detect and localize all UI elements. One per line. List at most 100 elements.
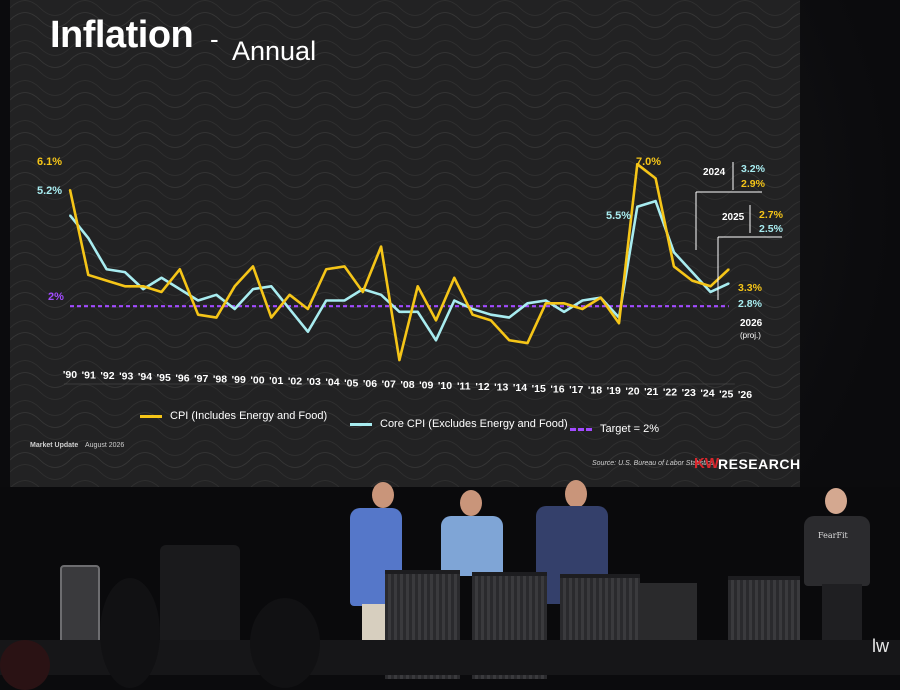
data-point-core-4 xyxy=(142,288,145,291)
screen-texture xyxy=(10,0,800,487)
data-point-cpi-22 xyxy=(471,313,474,316)
footer-market-update: Market Update xyxy=(30,442,79,449)
data-point-core-1 xyxy=(87,237,90,239)
data-point-core-3 xyxy=(124,271,126,273)
podium-4 xyxy=(728,576,800,650)
x-tick-label: '96 xyxy=(175,372,189,384)
x-tick-label: '12 xyxy=(475,381,489,393)
data-point-core-0 xyxy=(69,214,71,217)
x-tick-label: '06 xyxy=(363,378,377,390)
data-point-cpi-23 xyxy=(490,319,492,322)
label-2024-core: 2.9% xyxy=(741,178,766,190)
inflation-chart: '90 '91 '92 '93 '94 '95 '96 '97 '98 '99 '00 '01 '02 '… xyxy=(10,0,800,487)
x-tick-label: '99 xyxy=(232,374,246,386)
label-2024-year: 2024 xyxy=(703,167,726,178)
legend-core: Core CPI (Excludes Energy and Food) xyxy=(350,418,568,430)
data-point-cpi-26 xyxy=(544,302,547,305)
data-point-cpi-14 xyxy=(325,268,328,271)
data-point-core-24 xyxy=(508,316,511,319)
brand-research: RESEARCH xyxy=(718,456,801,472)
presenter-right-head xyxy=(565,480,587,508)
data-point-cpi-5 xyxy=(160,291,163,293)
data-point-core-5 xyxy=(160,276,163,279)
data-point-cpi-15 xyxy=(343,265,346,268)
title-dash: - xyxy=(210,24,219,54)
x-tick-label: '11 xyxy=(457,381,471,393)
x-tick-label: '03 xyxy=(307,376,321,388)
label-core-start: 5.2% xyxy=(37,185,62,197)
x-tick-label: '02 xyxy=(288,376,302,388)
data-point-core-34 xyxy=(691,271,694,273)
x-tick-label: '17 xyxy=(569,384,583,396)
data-point-core-12 xyxy=(288,308,291,310)
label-2025-year: 2025 xyxy=(722,212,745,223)
x-tick-label: '08 xyxy=(400,379,414,391)
x-tick-label: '24 xyxy=(700,388,714,400)
footer-date: August 2026 xyxy=(85,442,125,449)
legend-cpi: CPI (Includes Energy and Food) xyxy=(140,410,327,422)
x-tick-label: '15 xyxy=(532,383,546,395)
legend-cpi-label: CPI (Includes Energy and Food) xyxy=(170,410,328,422)
data-point-cpi-25 xyxy=(526,342,529,344)
x-tick-label: '91 xyxy=(82,370,96,382)
x-tick-label: '93 xyxy=(119,371,133,383)
data-point-cpi-8 xyxy=(215,316,218,319)
x-tick-label: '94 xyxy=(138,371,152,383)
data-point-cpi-11 xyxy=(270,316,273,319)
data-point-core-7 xyxy=(197,299,200,302)
data-point-cpi-2 xyxy=(105,279,108,282)
data-point-core-8 xyxy=(215,293,218,296)
data-point-core-11 xyxy=(270,285,273,288)
data-point-cpi-16 xyxy=(361,291,364,293)
x-tick-label: '21 xyxy=(644,386,658,398)
data-point-cpi-1 xyxy=(87,274,90,276)
label-2026-cpi: 3.3% xyxy=(738,282,763,294)
presenter-center-sweater xyxy=(441,516,503,576)
brand-kw: KW xyxy=(694,455,719,472)
x-tick-label: '05 xyxy=(344,377,358,389)
data-point-cpi-29 xyxy=(599,296,602,299)
data-point-cpi-24 xyxy=(508,339,511,342)
label-2024-cpi: 3.2% xyxy=(741,163,766,175)
tick-labels: '90 '91 '92 '93 '94 '95 '96 '97 '98 '99 '00 '01 '02 '… xyxy=(63,369,752,401)
x-tick-label: '90 xyxy=(63,369,77,381)
data-point-core-36 xyxy=(727,282,730,285)
data-point-cpi-20 xyxy=(435,319,437,322)
presenter-far-right-head xyxy=(825,488,847,514)
data-point-core-10 xyxy=(252,288,254,291)
data-point-cpi-32 xyxy=(654,177,657,180)
audience-head-1 xyxy=(100,578,160,688)
legend-core-swatch xyxy=(350,422,372,426)
data-point-core-28 xyxy=(581,299,584,302)
data-point-core-35 xyxy=(709,291,712,293)
presenter-left-head xyxy=(372,482,394,508)
presenter-far-right-legs xyxy=(822,584,862,644)
x-tick-label: '10 xyxy=(438,380,452,392)
label-2026-core: 2.8% xyxy=(738,298,763,310)
legend-cpi-swatch xyxy=(140,414,162,418)
label-2026-year: 2026 xyxy=(740,318,763,329)
data-point-core-6 xyxy=(178,288,181,291)
x-tick-label: '23 xyxy=(682,387,696,399)
data-point-core-33 xyxy=(673,251,675,254)
label-target: 2% xyxy=(48,291,64,303)
data-point-cpi-3 xyxy=(124,285,126,288)
data-point-cpi-27 xyxy=(563,302,565,305)
data-point-core-2 xyxy=(105,268,108,271)
presenter-center-head xyxy=(460,490,482,516)
data-point-cpi-7 xyxy=(197,313,200,316)
slide-subtitle: Annual xyxy=(232,36,317,66)
data-point-core-19 xyxy=(416,310,419,313)
label-2025-cpi: 2.7% xyxy=(759,209,784,221)
x-tick-label: '22 xyxy=(663,387,677,399)
data-point-cpi-12 xyxy=(288,293,291,296)
data-point-cpi-34 xyxy=(691,279,694,282)
data-point-cpi-33 xyxy=(673,265,675,268)
audience-head-3 xyxy=(0,640,50,690)
x-tick-label: '26 xyxy=(738,389,752,401)
label-2026-proj: (proj.) xyxy=(740,331,761,340)
data-point-core-17 xyxy=(380,293,382,296)
x-tick-label: '07 xyxy=(382,378,396,390)
x-tick-label: '09 xyxy=(419,379,433,391)
camera-rig xyxy=(160,545,240,655)
